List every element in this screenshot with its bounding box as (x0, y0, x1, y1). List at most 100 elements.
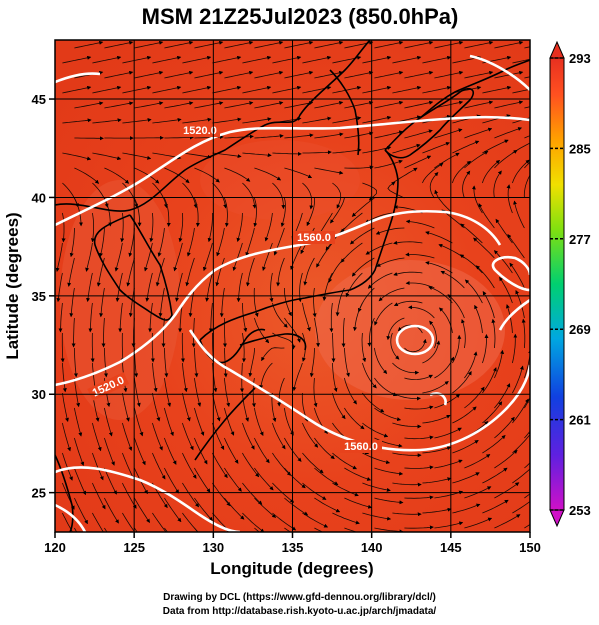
streamline-arrow (332, 452, 358, 470)
streamline-arrow (440, 270, 465, 289)
streamline-arrow (74, 437, 85, 466)
streamline-arrow (374, 130, 404, 139)
streamline-arrow (253, 197, 258, 228)
streamline-arrow (512, 159, 530, 184)
streamline-arrow (428, 286, 453, 304)
streamline-arrow (434, 521, 464, 529)
streamline-arrow (393, 271, 423, 276)
streamline-arrow (67, 257, 75, 287)
streamline-arrow (212, 452, 228, 479)
streamline-arrow (216, 227, 225, 257)
colorbar: 293 285 277 269 261 253 (549, 40, 591, 528)
streamline-arrow (90, 332, 95, 363)
streamline-arrow (314, 527, 324, 532)
streamline-arrow (62, 452, 73, 481)
streamline-arrow (134, 497, 150, 523)
streamline-arrow (74, 467, 86, 496)
streamline-arrow (71, 317, 76, 348)
streamline-arrow (452, 406, 477, 424)
streamline-arrow (482, 434, 506, 454)
streamline-arrow (60, 332, 65, 363)
streamline-arrow (284, 317, 301, 343)
streamline-arrow (464, 454, 491, 469)
contour-1520-south (55, 466, 241, 532)
streamline-arrow (422, 380, 449, 394)
streamline-arrow (494, 70, 524, 79)
y-tick-label: 45 (32, 92, 46, 107)
streamline-arrow (341, 317, 346, 348)
streamline-arrow (224, 70, 254, 79)
streamline-arrow (429, 320, 437, 349)
streamline-arrow (494, 40, 524, 49)
streamline-arrow (104, 437, 115, 466)
streamline-arrow (254, 167, 282, 181)
streamline-arrow (62, 392, 69, 422)
streamline-arrow (104, 167, 130, 184)
streamline-arrow (512, 431, 530, 454)
streamline-arrow (103, 347, 108, 378)
streamline-arrow (152, 452, 166, 480)
streamline-arrow (524, 397, 530, 409)
streamline-arrow (152, 392, 161, 422)
streamline-arrow (114, 242, 123, 272)
streamline-arrow (224, 497, 245, 520)
streamline-arrow (254, 497, 277, 518)
streamline-arrow (452, 472, 480, 484)
streamline-arrow (178, 212, 184, 243)
streamline-arrow (122, 118, 152, 124)
colorbar-tick-label: 285 (569, 141, 591, 156)
streamline-arrow (122, 422, 133, 451)
streamline-arrow (404, 338, 427, 353)
x-tick-label: 140 (361, 540, 383, 555)
streamline-arrow (425, 231, 453, 244)
streamline-arrow (224, 437, 239, 464)
streamline-arrow (306, 197, 316, 227)
streamline-arrow (374, 70, 404, 79)
streamline-arrow (62, 152, 92, 161)
y-tick-label: 25 (32, 486, 46, 501)
streamline-arrow (134, 437, 146, 466)
streamline-arrow (332, 512, 360, 525)
streamline-arrow (122, 85, 152, 94)
streamline-arrow (122, 182, 139, 208)
streamline-arrow (188, 287, 195, 318)
streamline-arrow (393, 240, 423, 245)
streamline-arrow (345, 272, 363, 298)
streamline-arrow (254, 70, 284, 79)
wind-streamlines (55, 40, 530, 532)
streamline-arrow (434, 356, 454, 379)
streamline-arrow (524, 46, 530, 49)
streamline-arrow (462, 170, 471, 199)
streamline-arrow (212, 422, 225, 450)
streamline-arrow (512, 333, 518, 364)
streamline-arrow (524, 106, 530, 109)
streamline-arrow (474, 304, 483, 334)
streamline-arrow (344, 347, 350, 378)
streamline-arrow (180, 332, 185, 363)
streamline-arrow (393, 300, 423, 306)
streamline-arrow (524, 76, 530, 79)
streamline-arrow (422, 446, 452, 454)
streamline-arrow (507, 233, 525, 259)
streamline-arrow (482, 467, 508, 484)
streamline-arrow (56, 272, 63, 303)
streamline-arrow (494, 514, 521, 529)
x-tick-label: 135 (282, 540, 304, 555)
colorbar-tick-label: 293 (569, 51, 591, 66)
streamline-arrow (194, 70, 224, 79)
streamline-arrow (374, 347, 388, 375)
streamline-arrow (362, 55, 392, 64)
lat-lon-grid (55, 40, 530, 532)
streamline-arrow (271, 392, 277, 423)
streamline-arrow (344, 165, 374, 170)
streamline-arrow (374, 302, 393, 326)
streamline-arrow (512, 58, 530, 64)
streamline-arrow (408, 305, 435, 319)
streamline-arrow (374, 407, 402, 422)
streamline-arrow (284, 527, 292, 532)
streamline-arrow (482, 499, 509, 514)
streamline-arrow (118, 302, 123, 333)
streamline-arrow (298, 272, 303, 303)
streamline-arrow (332, 482, 359, 497)
streamline-arrow (344, 527, 358, 532)
